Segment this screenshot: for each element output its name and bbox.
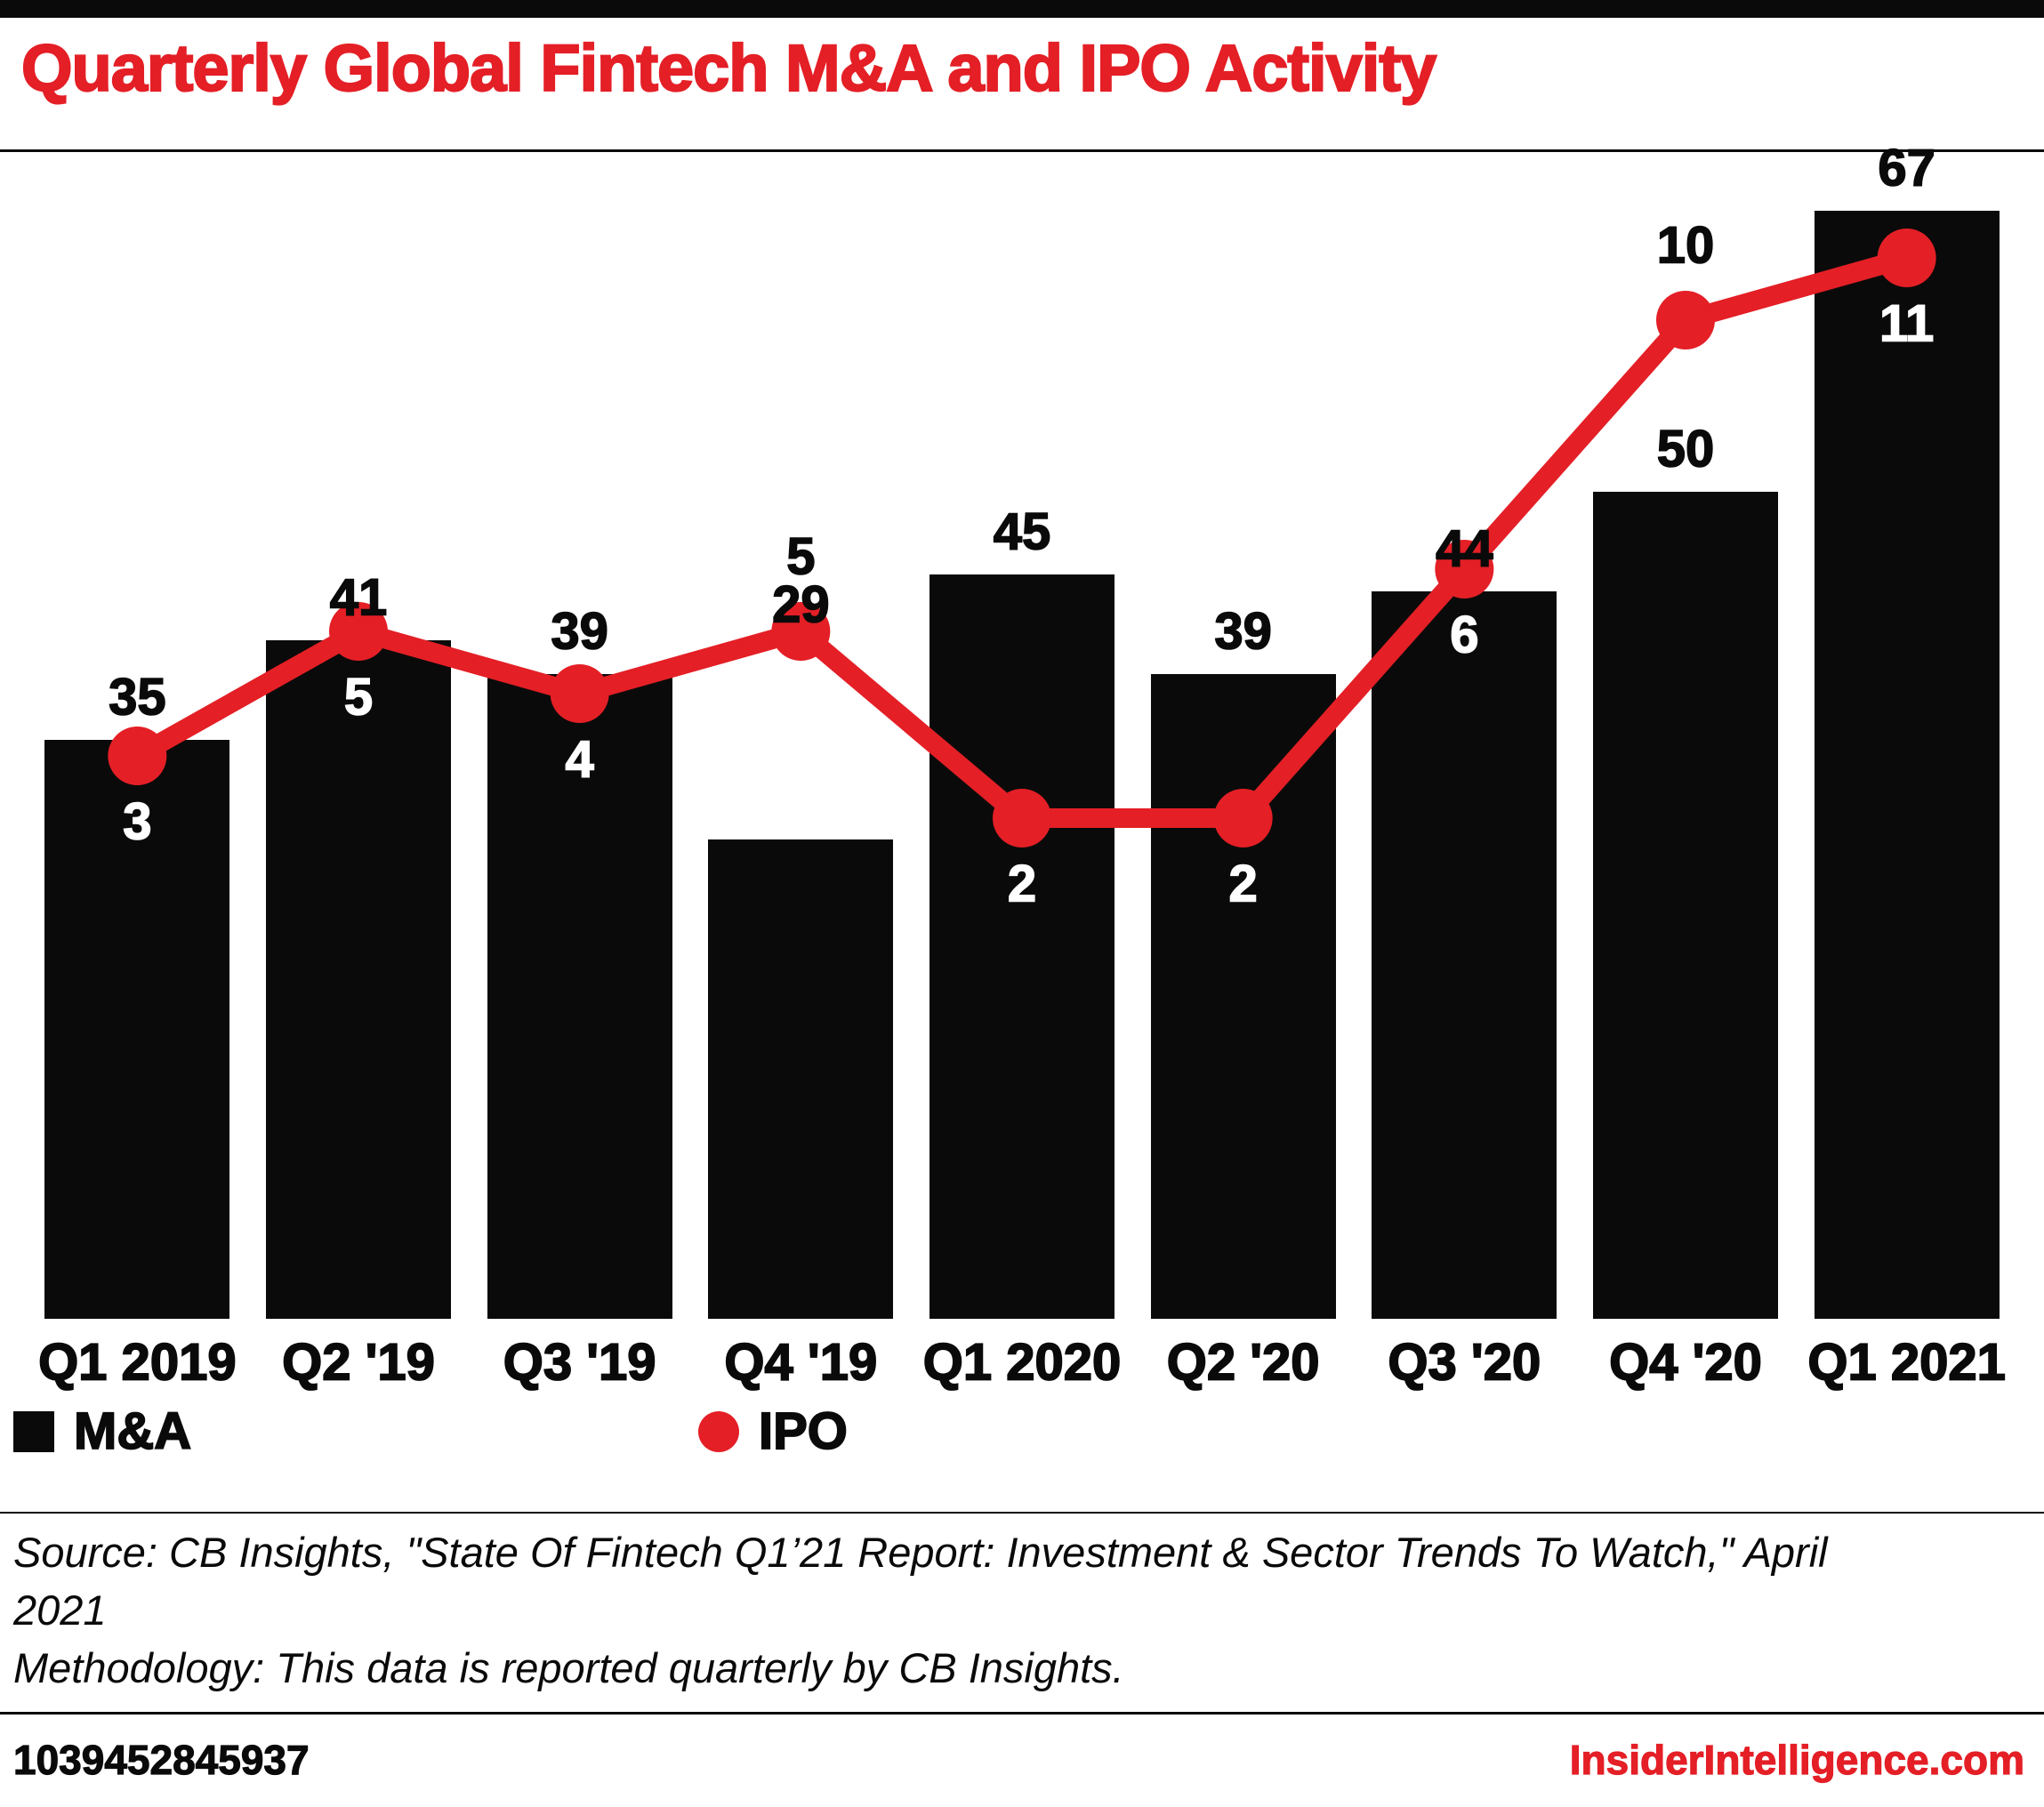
ipo-swatch-icon: [698, 1410, 739, 1452]
mna-bar: [708, 839, 894, 1319]
ipo-value-label: 11: [1879, 294, 1935, 354]
legend-item-ipo: IPO: [698, 1401, 849, 1461]
mna-swatch-icon: [13, 1410, 54, 1452]
ipo-value-label: 10: [1656, 216, 1715, 276]
ipo-value-label: 2: [1007, 855, 1037, 914]
x-axis-label: Q2 '20: [1166, 1333, 1321, 1393]
x-axis-label: Q1 2020: [922, 1333, 1122, 1393]
ipo-point: [550, 664, 609, 723]
ipo-point: [993, 789, 1051, 847]
ipo-value-label: 5: [785, 527, 816, 587]
mna-bar: [1814, 210, 2000, 1319]
source-text: Source: CB Insights, "State Of Fintech Q…: [13, 1529, 1828, 1634]
ipo-value-label: 6: [1449, 606, 1479, 665]
legend-label-ipo: IPO: [758, 1401, 849, 1461]
mna-value-label: 39: [551, 601, 609, 661]
ipo-point: [771, 602, 831, 661]
ipo-point: [1213, 789, 1273, 847]
mna-value-label: 45: [993, 502, 1051, 562]
x-axis-label: Q4 '19: [724, 1333, 879, 1393]
mna-value-label: 41: [329, 568, 388, 628]
ipo-point: [1435, 540, 1494, 598]
x-axis-label: Q2 '19: [281, 1333, 436, 1393]
mna-value-label: 29: [771, 575, 830, 635]
legend: M&A IPO: [13, 1401, 2031, 1464]
source-note: Source: CB Insights, "State Of Fintech Q…: [13, 1524, 1899, 1698]
ipo-point: [1877, 229, 1936, 287]
legend-item-mna: M&A: [13, 1401, 192, 1461]
legend-label-mna: M&A: [73, 1401, 192, 1461]
ipo-value-label: 2: [1228, 855, 1259, 914]
mna-value-label: 35: [108, 668, 166, 727]
x-axis-label: Q3 '20: [1388, 1333, 1542, 1393]
chart-area: 35 41 39 29 45 39 44 50 67 3 5 4 5 2 2 6 10 11 Q1 2019 Q2 '…: [37, 138, 2007, 1393]
x-axis-label: Q4 '20: [1608, 1333, 1763, 1393]
mna-value-label: 50: [1656, 420, 1715, 479]
mna-value-label: 44: [1435, 518, 1493, 578]
mna-value-label: 39: [1214, 601, 1273, 661]
mna-bar: [1372, 590, 1557, 1319]
ipo-value-label: 5: [343, 668, 374, 727]
footer: 1039452845937 InsiderIntelligence.com: [0, 1712, 2044, 1784]
ipo-point: [329, 602, 388, 661]
source-divider: [0, 1512, 2044, 1514]
ipo-value-label: 4: [565, 730, 595, 790]
ipo-value-label: 3: [122, 792, 152, 852]
x-axis-label: Q3 '19: [503, 1333, 657, 1393]
mna-bar: [487, 673, 672, 1319]
chart-id: 1039452845937: [12, 1736, 310, 1783]
top-bar: [0, 0, 2044, 18]
x-axis-label: Q1 2019: [37, 1333, 237, 1393]
x-axis-label: Q1 2021: [1807, 1333, 2007, 1393]
mna-bar: [266, 640, 451, 1319]
mna-bar: [44, 740, 230, 1319]
ipo-point: [1656, 291, 1715, 349]
mna-bar: [929, 574, 1115, 1319]
title-divider: [0, 149, 2044, 152]
brand-link[interactable]: InsiderIntelligence.com: [1569, 1736, 2024, 1783]
mna-value-label: 67: [1878, 138, 1936, 197]
methodology-text: Methodology: This data is reported quart…: [13, 1643, 1124, 1691]
mna-bar: [1593, 492, 1778, 1319]
ipo-line-chart: [108, 229, 1936, 847]
mna-bar: [1150, 673, 1336, 1319]
chart-title: Quarterly Global Fintech M&A and IPO Act…: [20, 30, 1437, 106]
ipo-point: [108, 727, 167, 785]
